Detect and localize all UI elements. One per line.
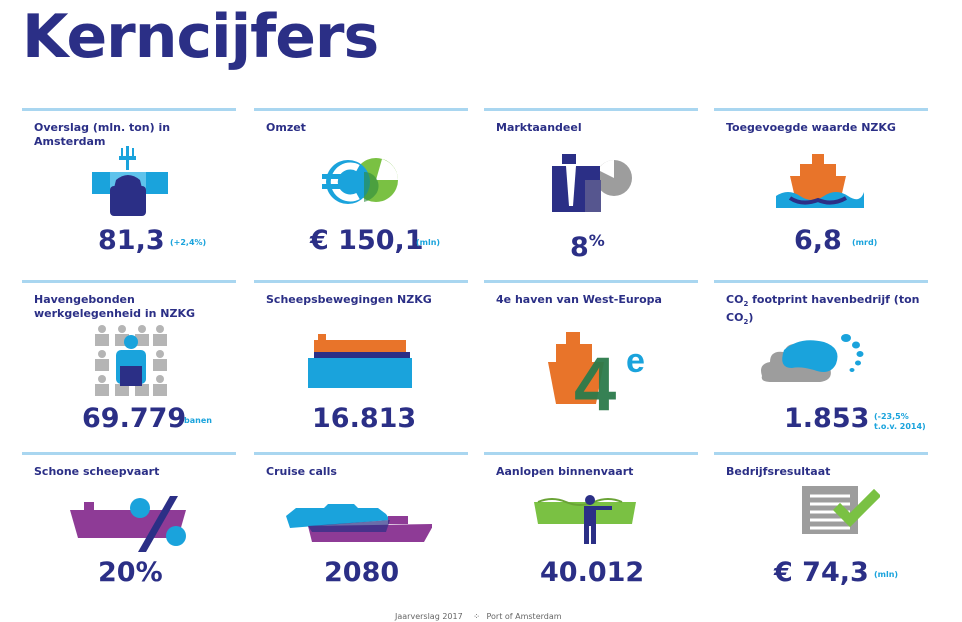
document-check-icon — [802, 486, 880, 534]
kpi-card-co2-footprint: CO2 footprint havenbedrijf (ton CO2) 1.8… — [714, 280, 928, 434]
workers-grid-icon — [95, 325, 167, 396]
footer-report: Jaarverslag 2017 — [395, 612, 463, 621]
card-divider — [484, 280, 698, 283]
footer-brand: Port of Amsterdam — [486, 612, 562, 621]
kpi-card-schone-scheepvaart: Schone scheepvaart 20% — [22, 452, 236, 602]
page-title: Kerncijfers — [22, 2, 379, 72]
kpi-note-line1: (-23,5% — [874, 412, 909, 421]
card-divider — [714, 452, 928, 455]
kpi-note-line2: t.o.v. 2014) — [874, 422, 926, 431]
kpi-label: Cruise calls — [266, 465, 337, 478]
brand-logo-icon: ⁘ — [473, 612, 480, 621]
ship-waves-icon — [776, 154, 864, 208]
card-divider — [254, 280, 468, 283]
kpi-value: 16.813 — [312, 403, 417, 434]
card-divider — [22, 280, 236, 283]
kpi-value: 2080 — [324, 557, 400, 588]
businessman-pie-icon — [552, 154, 632, 212]
euro-pie-icon — [322, 158, 398, 204]
kpi-value: 40.012 — [540, 557, 645, 588]
card-divider — [714, 108, 928, 111]
kpi-value: 81,3 — [98, 225, 165, 256]
kpi-card-scheepsbewegingen: Scheepsbewegingen NZKG 16.813 — [254, 280, 468, 434]
kpi-value: 6,8 — [794, 225, 842, 256]
kpi-label: Omzet — [266, 121, 306, 134]
kpi-card-toegevoegde-waarde: Toegevoegde waarde NZKG 6,8 (mrd) — [714, 108, 928, 258]
card-divider — [714, 280, 928, 283]
kpi-card-overslag: Overslag (mln. ton) in Amsterdam 81,3 (+… — [22, 108, 236, 258]
kpi-label: Marktaandeel — [496, 121, 582, 134]
kpi-note: (+2,4%) — [170, 238, 207, 247]
kpi-label: Bedrijfsresultaat — [726, 465, 831, 478]
kpi-note: (mrd) — [852, 238, 878, 247]
kpi-card-omzet: Omzet € 150,1 (mln) — [254, 108, 468, 258]
ship-4e-icon: 4 e — [548, 332, 645, 412]
kpi-value: € 74,3 — [774, 557, 869, 588]
kpi-card-binnenvaart: Aanlopen binnenvaart 40.012 — [484, 452, 698, 602]
kpi-card-cruise-calls: Cruise calls 2080 — [254, 452, 468, 602]
footprint-cloud-icon — [761, 334, 864, 382]
kpi-label: Overslag (mln. ton) in Amsterdam — [34, 121, 171, 148]
kpi-card-werkgelegenheid: Havengebonden werkgelegenheid in NZKG 69… — [22, 280, 236, 434]
kpi-value: € 150,1 — [310, 225, 424, 256]
kpi-card-4e-haven: 4e haven van West-Europa 4 e — [484, 280, 698, 430]
card-divider — [22, 108, 236, 111]
kpi-value: 8% — [570, 231, 605, 263]
cruise-ship-icon — [286, 504, 432, 542]
card-divider — [484, 108, 698, 111]
ship-percent-icon — [70, 496, 186, 552]
kpi-label: CO2 footprint havenbedrijf (ton CO2) — [726, 293, 920, 327]
kpi-note: banen — [184, 416, 212, 425]
kpi-value: 1.853 — [784, 403, 870, 434]
ship-4e-suffix: e — [626, 342, 645, 380]
kpi-label: Havengebonden werkgelegenheid in NZKG — [34, 293, 196, 320]
kpi-label: Toegevoegde waarde NZKG — [726, 121, 896, 134]
kpi-value: 69.779 — [82, 403, 187, 434]
page-footer: Jaarverslag 2017 ⁘ Port of Amsterdam — [395, 612, 562, 621]
card-divider — [254, 452, 468, 455]
kpi-label: Schone scheepvaart — [34, 465, 160, 478]
kpi-label: Scheepsbewegingen NZKG — [266, 293, 432, 306]
inland-vessel-icon — [534, 495, 636, 544]
kpi-label: Aanlopen binnenvaart — [496, 465, 634, 478]
kpi-card-bedrijfsresultaat: Bedrijfsresultaat € 74,3 (mln) — [714, 452, 928, 602]
cargo-barge-icon — [308, 334, 412, 388]
kpi-label: 4e haven van West-Europa — [496, 293, 662, 306]
kpi-value: 20% — [98, 557, 163, 588]
card-divider — [22, 452, 236, 455]
card-divider — [484, 452, 698, 455]
kpi-card-marktaandeel: Marktaandeel 8% — [484, 108, 698, 263]
card-divider — [254, 108, 468, 111]
kpi-note: (mln) — [416, 238, 441, 247]
ship-4e-number: 4 — [574, 342, 616, 412]
crane-cargo-icon — [92, 146, 168, 216]
kpi-note: (mln) — [874, 570, 899, 579]
